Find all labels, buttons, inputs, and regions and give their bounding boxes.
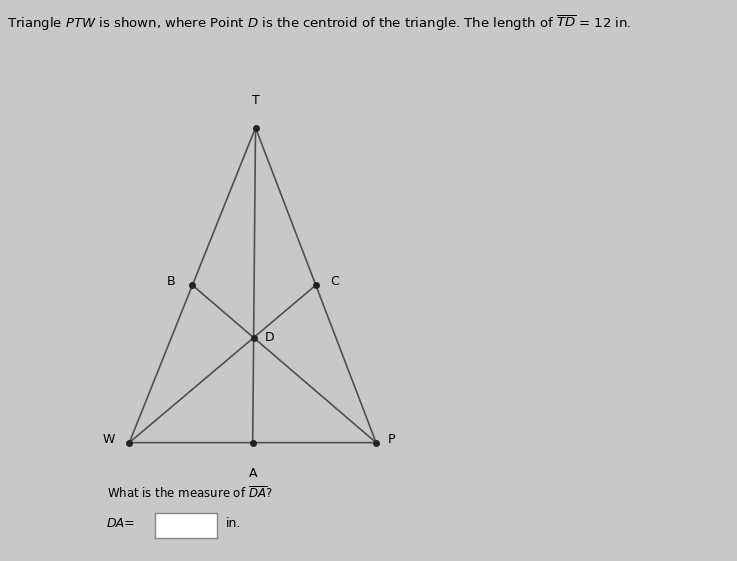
Text: DA=: DA= xyxy=(107,517,136,531)
Text: W: W xyxy=(103,433,115,445)
Text: in.: in. xyxy=(226,517,242,531)
Text: Triangle $PTW$ is shown, where Point $D$ is the centroid of the triangle. The le: Triangle $PTW$ is shown, where Point $D$… xyxy=(7,14,632,33)
Text: A: A xyxy=(248,467,257,480)
Text: What is the measure of $\overline{DA}$?: What is the measure of $\overline{DA}$? xyxy=(107,485,273,501)
Text: C: C xyxy=(330,275,338,288)
Text: B: B xyxy=(167,275,175,288)
Text: T: T xyxy=(251,94,259,107)
Text: D: D xyxy=(265,331,274,344)
Text: P: P xyxy=(388,433,395,445)
